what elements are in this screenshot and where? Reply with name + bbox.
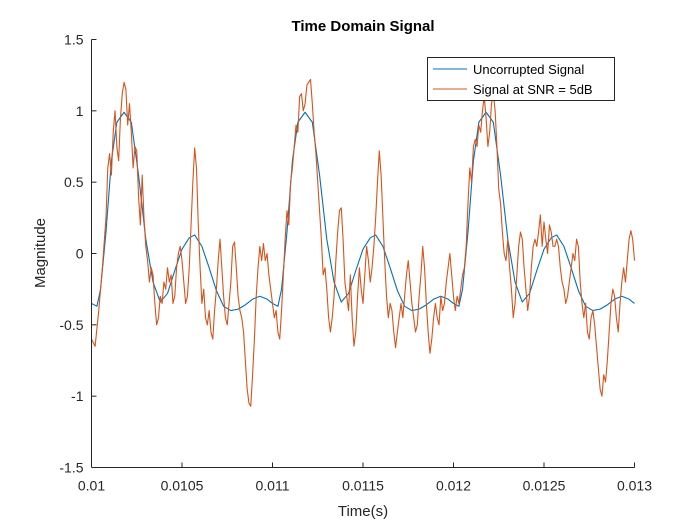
- legend-label-uncorrupted: Uncorrupted Signal: [473, 62, 584, 77]
- y-tick-label: 0: [76, 246, 84, 262]
- legend-box: [427, 57, 615, 101]
- axes-background: [91, 39, 635, 468]
- x-tick-label: 0.0125: [523, 478, 566, 494]
- y-tick-label: -1.5: [59, 460, 83, 476]
- legend-label-noisy: Signal at SNR = 5dB: [473, 82, 593, 97]
- x-ticks: 0.01 0.0105 0.011 0.0115 0.012 0.0125 0.013: [78, 462, 652, 494]
- y-tick-label: -1: [71, 388, 84, 404]
- x-axis-label: Time(s): [338, 503, 388, 520]
- x-tick-label: 0.0115: [342, 478, 384, 494]
- series-line-noisy-signal: [91, 78, 636, 407]
- y-tick-label: 0.5: [64, 174, 84, 190]
- x-tick-label: 0.012: [436, 478, 471, 494]
- x-tick-label: 0.011: [256, 478, 290, 494]
- x-tick-label: 0.013: [617, 478, 652, 494]
- plot-area: [91, 39, 635, 468]
- x-tick-label: 0.01: [78, 478, 105, 494]
- y-tick-label: -0.5: [59, 317, 83, 333]
- y-ticks: -1.5 -1 -0.5 0 0.5 1 1.5: [59, 32, 97, 476]
- x-tick-label: 0.0105: [161, 478, 204, 494]
- y-tick-label: 1.5: [64, 32, 84, 48]
- y-tick-label: 1: [76, 103, 84, 119]
- legend: Uncorrupted Signal Signal at SNR = 5dB: [427, 57, 615, 101]
- series-line-uncorrupted-signal: [91, 111, 635, 312]
- y-axis-label: Magnitude: [32, 218, 49, 288]
- chart-title: Time Domain Signal: [291, 18, 434, 35]
- series-layer: [91, 78, 636, 407]
